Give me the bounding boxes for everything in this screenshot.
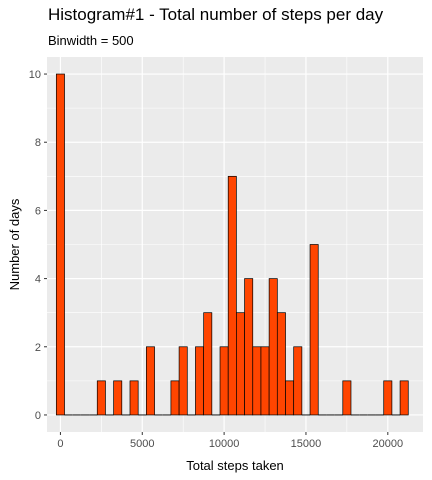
histogram-bar: [309, 244, 319, 416]
y-tick-label: 2: [35, 342, 41, 354]
histogram-bar: [342, 380, 352, 416]
y-tick-label: 4: [35, 274, 41, 286]
x-axis-title: Total steps taken: [186, 458, 284, 473]
x-tick-label: 20000: [373, 438, 404, 450]
histogram-bar: [399, 380, 409, 416]
y-tick-label: 10: [29, 69, 41, 81]
histogram-bar: [252, 346, 262, 416]
histogram-bars: [55, 73, 409, 416]
x-tick-label: 15000: [291, 438, 322, 450]
x-axis: 0 5000 10000 15000 20000: [57, 432, 403, 450]
histogram-bar: [227, 175, 237, 416]
x-tick-label: 10000: [209, 438, 240, 450]
histogram-bar: [129, 380, 139, 416]
y-tick-label: 8: [35, 137, 41, 149]
x-tick-label: 5000: [130, 438, 154, 450]
histogram-bar: [178, 346, 188, 416]
histogram-bar: [260, 346, 270, 416]
histogram-bar: [236, 312, 245, 416]
histogram-bar: [195, 346, 205, 416]
histogram-bar: [244, 278, 254, 416]
x-tick-label: 0: [57, 438, 63, 450]
histogram-bar: [96, 380, 106, 416]
histogram-bar: [170, 380, 180, 416]
histogram-bar: [113, 380, 123, 416]
chart-subtitle: Binwidth = 500: [48, 33, 134, 48]
histogram-bar: [293, 346, 303, 416]
histogram-bar: [219, 346, 229, 416]
y-axis: 0 2 4 6 8 10: [29, 69, 47, 422]
histogram-bar: [146, 346, 155, 416]
y-tick-label: 0: [35, 410, 41, 422]
histogram-bar: [268, 278, 278, 416]
y-axis-title: Number of days: [7, 198, 22, 290]
y-tick-label: 6: [35, 205, 41, 217]
chart-title: Histogram#1 - Total number of steps per …: [48, 5, 384, 24]
histogram-bar: [383, 380, 393, 416]
histogram-bar: [203, 312, 213, 416]
histogram-bar: [276, 312, 286, 416]
histogram-bar: [285, 380, 295, 416]
histogram-bar: [55, 73, 65, 416]
